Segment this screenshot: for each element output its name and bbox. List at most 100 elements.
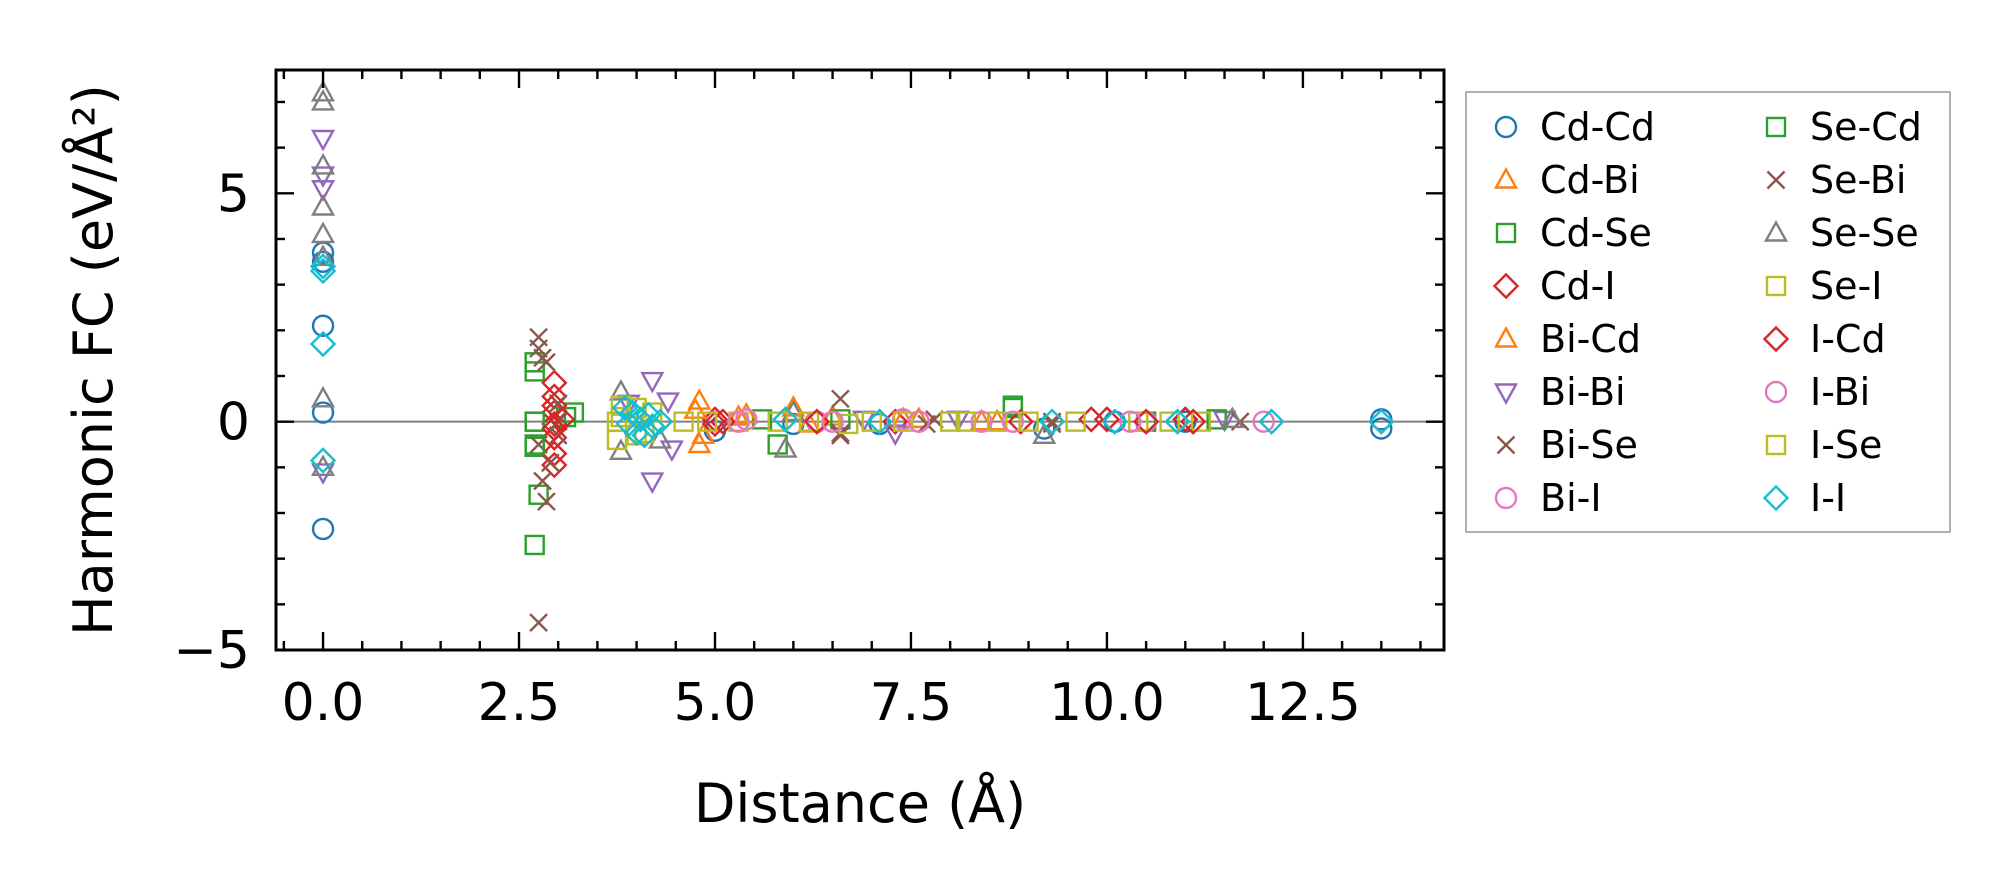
point-cd-cd-2	[311, 314, 335, 337]
point-se-bi-0	[533, 348, 552, 368]
legend-entry-cd-bi: Cd-Bi	[1493, 158, 1640, 202]
legend-label: I-I	[1810, 476, 1846, 520]
legend-entry-bi-se: Bi-Se	[1496, 423, 1638, 467]
point-se-i-1	[606, 429, 628, 451]
point-bi-i-5	[1252, 410, 1275, 433]
point-se-se-6	[310, 385, 336, 408]
point-bi-bi-7	[655, 392, 680, 415]
point-i-bi-1	[821, 410, 844, 433]
point-i-i-13	[772, 406, 799, 433]
point-cd-i-3	[541, 410, 568, 438]
legend-label: I-Cd	[1810, 317, 1886, 361]
legend-label: I-Bi	[1810, 370, 1870, 414]
point-se-bi-4	[917, 414, 936, 434]
point-i-se-5	[861, 411, 882, 432]
point-i-i-4	[611, 394, 639, 422]
legend: Cd-Cd Cd-Bi Cd-Se Cd-I Bi-Cd Bi-Bi Bi-Se Bi-I Se…	[1465, 91, 1951, 533]
point-i-se-6	[955, 411, 977, 432]
point-se-se-13	[1032, 422, 1057, 445]
point-cd-se-1	[524, 361, 545, 382]
point-cd-cd-3	[311, 401, 335, 424]
point-cd-i-6	[541, 451, 568, 479]
y-axis-ticks: −5 0 5	[173, 100, 1444, 681]
point-i-i-3	[309, 447, 337, 474]
x-tick-label: 10.0	[1049, 673, 1165, 733]
legend-label: Cd-Se	[1540, 211, 1652, 255]
point-bi-se-5	[537, 492, 556, 511]
point-bi-se-9	[831, 389, 850, 409]
legend-entries: Cd-Cd Cd-Bi Cd-Se Cd-I Bi-Cd Bi-Bi Bi-Se Bi-I Se…	[1492, 105, 1922, 520]
plot-frame	[274, 68, 1446, 652]
legend-entry-bi-cd: Bi-Cd	[1493, 317, 1641, 361]
point-cd-se-5	[524, 534, 545, 556]
legend-marker-i-bi	[1764, 380, 1788, 404]
legend-entry-cd-i: Cd-I	[1492, 264, 1616, 308]
point-i-i-11	[639, 413, 666, 440]
x-tick-label: 0.0	[282, 673, 365, 733]
point-se-i-8	[838, 413, 859, 435]
point-se-i-5	[673, 411, 694, 432]
point-i-i-1	[309, 257, 337, 285]
point-i-se-4	[767, 411, 788, 432]
legend-label: Bi-Bi	[1540, 370, 1626, 414]
x-tick-label: 5.0	[674, 673, 757, 733]
legend-label: Bi-I	[1540, 476, 1602, 520]
plot-area: 0.0 2.5 5.0 7.5 10.0 12.5 −5 0 5	[173, 68, 1446, 733]
point-i-cd-2	[548, 406, 576, 433]
legend-label: Cd-I	[1540, 264, 1616, 308]
point-bi-bi-8	[659, 440, 684, 463]
legend-marker-bi-se	[1496, 435, 1516, 455]
point-bi-se-4	[533, 471, 552, 491]
point-bi-bi-0	[310, 129, 336, 152]
point-i-cd-5	[1007, 408, 1034, 435]
point-se-cd-2	[563, 402, 585, 423]
point-se-cd-0	[524, 411, 545, 432]
point-cd-i-0	[541, 369, 568, 397]
point-i-i-12	[646, 408, 674, 435]
legend-marker-se-cd	[1765, 116, 1787, 138]
point-i-i-19	[1368, 408, 1395, 435]
y-tick-label: 5	[217, 164, 250, 224]
legend-label: Se-Se	[1810, 211, 1919, 255]
legend-marker-cd-bi	[1493, 167, 1519, 189]
legend-entry-bi-i: Bi-I	[1494, 476, 1602, 520]
point-se-cd-1	[524, 434, 545, 455]
point-bi-i-3	[970, 410, 993, 433]
legend-entry-i-i: I-I	[1762, 476, 1846, 520]
point-i-cd-3	[701, 410, 729, 438]
point-se-se-11	[773, 436, 798, 458]
point-i-se-7	[1018, 411, 1039, 432]
point-i-i-8	[627, 406, 654, 433]
legend-marker-cd-se	[1495, 222, 1517, 244]
legend-marker-se-se	[1763, 220, 1789, 242]
point-cd-cd-11	[1370, 417, 1393, 440]
point-se-i-14	[1190, 411, 1212, 432]
legend-marker-se-i	[1765, 275, 1787, 297]
point-cd-se-7	[751, 409, 773, 430]
point-se-se-14	[1220, 406, 1245, 429]
point-i-i-15	[1038, 408, 1066, 435]
legend-label: I-Se	[1810, 423, 1882, 467]
legend-marker-se-bi	[1766, 170, 1786, 190]
x-tick-label: 7.5	[870, 673, 953, 733]
point-cd-i-1	[541, 383, 568, 410]
point-cd-bi-6	[969, 408, 994, 431]
point-i-se-8	[1159, 411, 1180, 432]
point-se-se-0	[310, 79, 336, 102]
x-tick-label: 2.5	[478, 673, 561, 733]
point-bi-bi-2	[310, 180, 336, 202]
point-se-se-2	[310, 152, 336, 175]
point-i-i-0	[309, 253, 337, 280]
legend-entry-bi-bi: Bi-Bi	[1493, 370, 1626, 414]
point-se-se-3	[310, 194, 336, 216]
legend-entry-i-se: I-Se	[1765, 423, 1882, 467]
point-i-i-9	[631, 422, 658, 449]
legend-marker-i-i	[1762, 484, 1790, 512]
legend-marker-bi-cd	[1493, 326, 1519, 348]
legend-entry-i-cd: I-Cd	[1762, 317, 1886, 361]
legend-label: Bi-Se	[1540, 423, 1638, 467]
point-se-se-4	[310, 221, 336, 244]
y-axis-label: Harmonic FC (eV/Å²)	[61, 84, 125, 636]
point-bi-bi-1	[310, 166, 336, 189]
